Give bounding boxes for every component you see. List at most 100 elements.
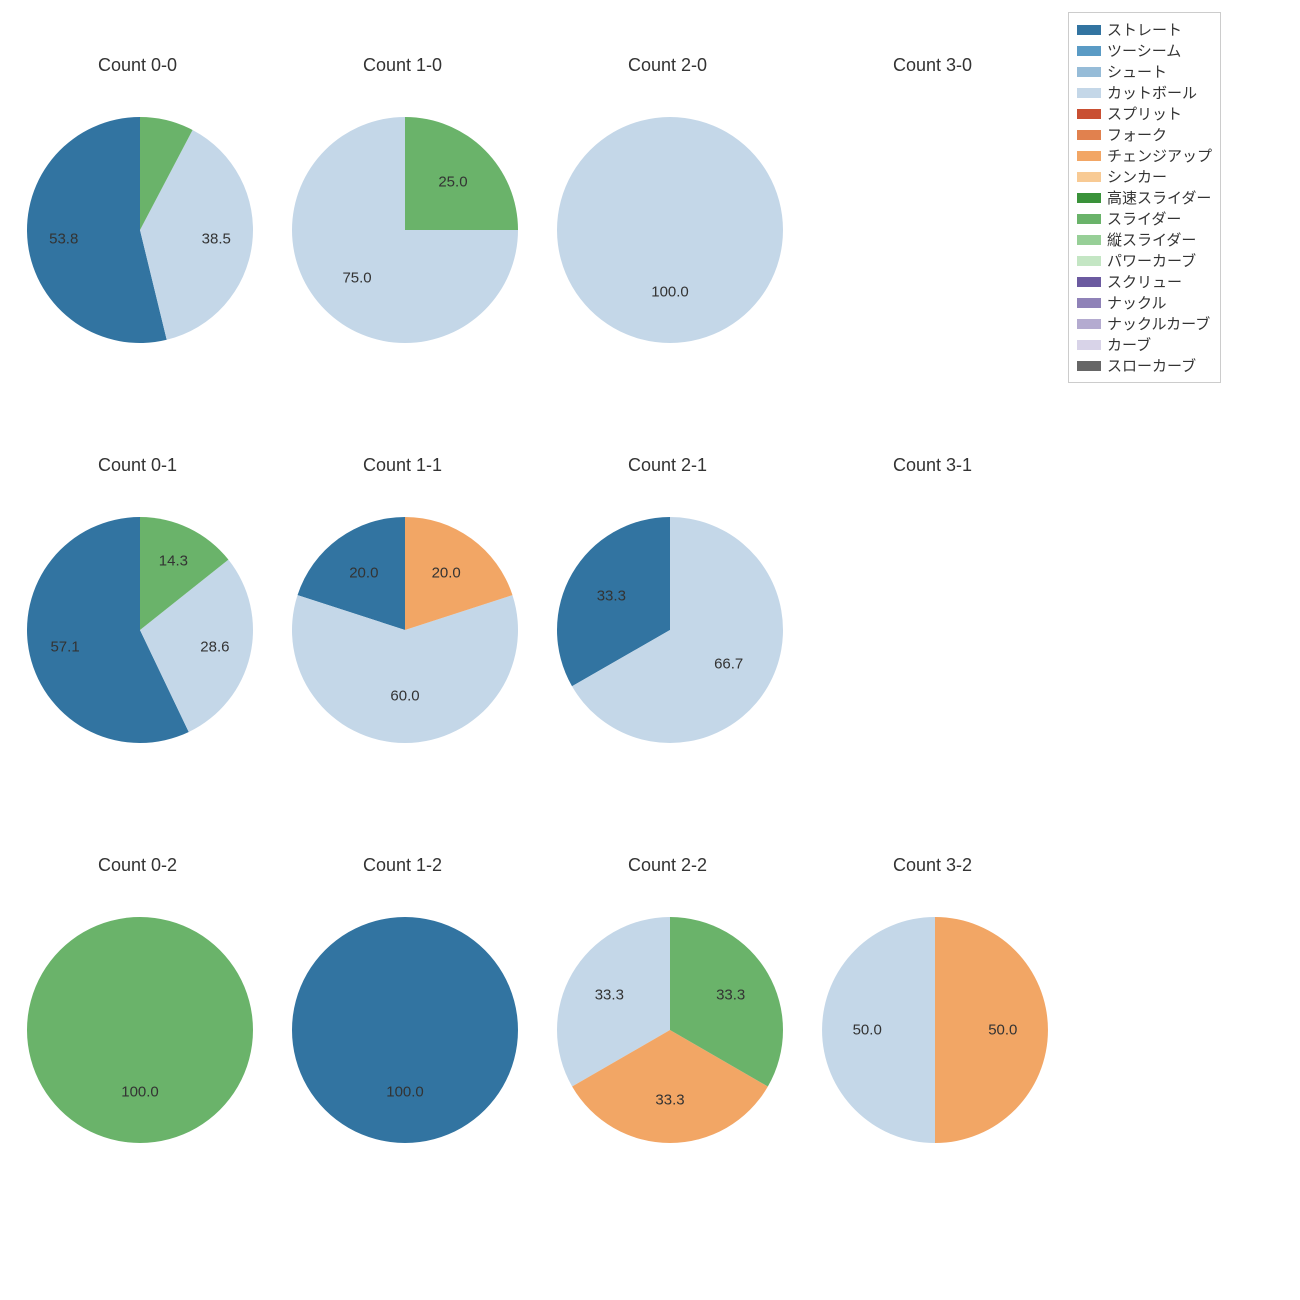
pie-slice-label: 33.3	[597, 588, 626, 605]
subplot-title: Count 1-2	[270, 855, 535, 876]
pie-slice-label: 33.3	[595, 986, 624, 1003]
pie-chart	[290, 115, 520, 345]
subplot-title: Count 0-0	[5, 55, 270, 76]
pie-slice-label: 53.8	[49, 231, 78, 248]
pie-chart	[25, 515, 255, 745]
subplot-title: Count 1-0	[270, 55, 535, 76]
legend-item: 高速スライダー	[1077, 187, 1212, 208]
pie-slice	[292, 917, 518, 1143]
subplot: Count 1-2 100.0	[270, 820, 535, 1220]
legend-swatch	[1077, 25, 1101, 35]
pie-slice-label: 100.0	[386, 1084, 424, 1101]
subplot-title: Count 0-1	[5, 455, 270, 476]
subplot: Count 1-0 75.0 25.0	[270, 20, 535, 420]
legend: ストレートツーシームシュートカットボールスプリットフォークチェンジアップシンカー…	[1068, 12, 1221, 383]
legend-swatch	[1077, 130, 1101, 140]
legend-item: カットボール	[1077, 82, 1212, 103]
pie-slice-label: 33.3	[716, 986, 745, 1003]
legend-label: ナックルカーブ	[1107, 313, 1210, 334]
legend-swatch	[1077, 88, 1101, 98]
legend-label: パワーカーブ	[1107, 250, 1196, 271]
subplot-title: Count 2-0	[535, 55, 800, 76]
subplot: Count 2-0 100.0	[535, 20, 800, 420]
pie-slice-label: 20.0	[432, 565, 461, 582]
pie-slice-label: 57.1	[50, 638, 79, 655]
legend-label: スプリット	[1107, 103, 1182, 124]
pie-slice-label: 50.0	[853, 1022, 882, 1039]
pie-slice-label: 75.0	[342, 269, 371, 286]
legend-swatch	[1077, 319, 1101, 329]
legend-label: 高速スライダー	[1107, 187, 1211, 208]
subplot-title: Count 0-2	[5, 855, 270, 876]
legend-item: スローカーブ	[1077, 355, 1212, 376]
legend-label: スライダー	[1107, 208, 1181, 229]
legend-swatch	[1077, 361, 1101, 371]
pie-chart	[555, 115, 785, 345]
legend-swatch	[1077, 172, 1101, 182]
legend-swatch	[1077, 109, 1101, 119]
legend-item: チェンジアップ	[1077, 145, 1212, 166]
legend-item: スクリュー	[1077, 271, 1212, 292]
pie-slice-label: 33.3	[655, 1092, 684, 1109]
legend-item: ストレート	[1077, 19, 1212, 40]
legend-label: スクリュー	[1107, 271, 1182, 292]
pie-slice-label: 100.0	[651, 284, 689, 301]
legend-label: 縦スライダー	[1107, 229, 1196, 250]
legend-swatch	[1077, 46, 1101, 56]
legend-item: スプリット	[1077, 103, 1212, 124]
pie-chart	[555, 515, 785, 745]
legend-label: スローカーブ	[1107, 355, 1196, 376]
chart-grid: Count 0-053.838.5Count 1-075.025.0Count …	[0, 0, 1300, 1300]
pie-chart	[25, 915, 255, 1145]
legend-swatch	[1077, 214, 1101, 224]
legend-swatch	[1077, 193, 1101, 203]
pie-slice-label: 14.3	[159, 552, 188, 569]
subplot: Count 2-2 33.3 33.3 33.3	[535, 820, 800, 1220]
legend-label: ナックル	[1107, 292, 1167, 313]
legend-label: チェンジアップ	[1107, 145, 1212, 166]
legend-swatch	[1077, 340, 1101, 350]
legend-label: ツーシーム	[1107, 40, 1181, 61]
legend-item: 縦スライダー	[1077, 229, 1212, 250]
subplot: Count 2-133.366.7	[535, 420, 800, 820]
pie-chart	[555, 915, 785, 1145]
subplot-title: Count 3-1	[800, 455, 1065, 476]
legend-label: カーブ	[1107, 334, 1151, 355]
pie-slice	[27, 917, 253, 1143]
pie-slice-label: 20.0	[349, 565, 378, 582]
legend-item: ナックル	[1077, 292, 1212, 313]
pie-slice-label: 60.0	[390, 687, 419, 704]
pie-slice-label: 38.5	[202, 231, 231, 248]
legend-label: カットボール	[1107, 82, 1197, 103]
pie-slice-label: 28.6	[200, 639, 229, 656]
pie-slice-label: 50.0	[988, 1022, 1017, 1039]
subplot-title: Count 3-0	[800, 55, 1065, 76]
legend-label: シンカー	[1107, 166, 1167, 187]
legend-swatch	[1077, 235, 1101, 245]
legend-swatch	[1077, 67, 1101, 77]
subplot: Count 0-0 53.8 38.5	[5, 20, 270, 420]
subplot: Count 0-2 100.0	[5, 820, 270, 1220]
subplot-title: Count 1-1	[270, 455, 535, 476]
legend-label: フォーク	[1107, 124, 1167, 145]
subplot-title: Count 2-1	[535, 455, 800, 476]
pie-chart	[290, 915, 520, 1145]
pie-chart	[290, 515, 520, 745]
pie-slice-label: 25.0	[438, 174, 467, 191]
legend-item: ナックルカーブ	[1077, 313, 1212, 334]
legend-label: ストレート	[1107, 19, 1182, 40]
legend-item: ツーシーム	[1077, 40, 1212, 61]
subplot-title: Count 2-2	[535, 855, 800, 876]
subplot: Count 0-1 57.1 28.6 14.3	[5, 420, 270, 820]
subplot: Count 3-2 50.0 50.0	[800, 820, 1065, 1220]
legend-swatch	[1077, 151, 1101, 161]
pie-slice-label: 100.0	[121, 1084, 159, 1101]
legend-item: フォーク	[1077, 124, 1212, 145]
legend-label: シュート	[1107, 61, 1167, 82]
subplot-title: Count 3-2	[800, 855, 1065, 876]
subplot: Count 3-1	[800, 420, 1065, 820]
subplot: Count 3-0	[800, 20, 1065, 420]
legend-item: カーブ	[1077, 334, 1212, 355]
legend-swatch	[1077, 256, 1101, 266]
legend-item: パワーカーブ	[1077, 250, 1212, 271]
